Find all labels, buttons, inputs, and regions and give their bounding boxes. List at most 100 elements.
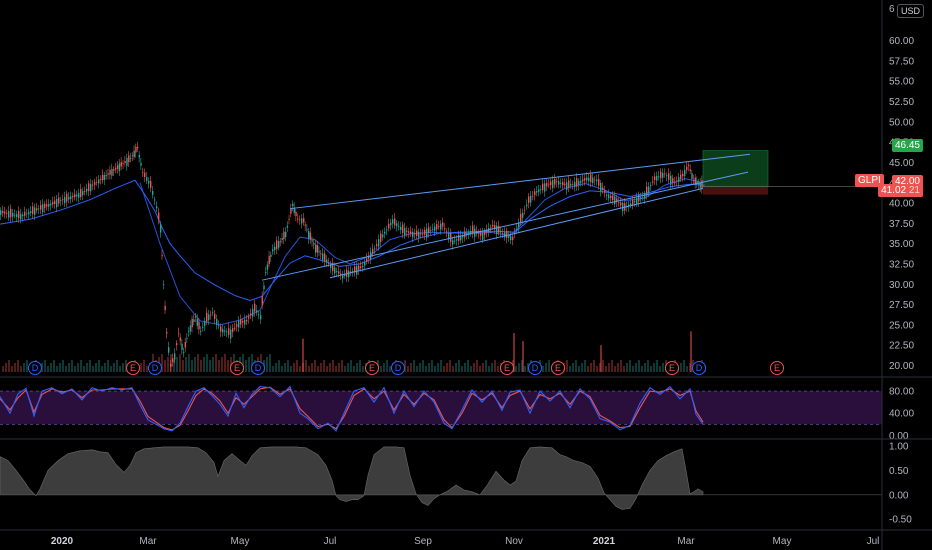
candle [564, 183, 566, 186]
dividend-marker[interactable]: D [391, 361, 405, 375]
candle [256, 310, 258, 313]
time-tick-label: May [231, 536, 250, 547]
earnings-marker[interactable]: E [551, 361, 565, 375]
marker-circle[interactable] [770, 361, 784, 375]
candle [464, 231, 466, 238]
candle [532, 195, 534, 197]
stochastic-pane[interactable] [0, 385, 882, 432]
candle [152, 190, 154, 195]
candle [594, 179, 596, 181]
volume-bar [86, 363, 88, 372]
candle [344, 274, 346, 276]
earnings-marker[interactable]: E [665, 361, 679, 375]
candle [426, 228, 428, 238]
candle [62, 199, 64, 201]
price-pane[interactable] [0, 141, 882, 372]
candle [378, 239, 380, 247]
candle [44, 203, 46, 208]
candle [430, 229, 432, 231]
candle [137, 146, 139, 149]
candle [516, 228, 518, 230]
volume-bar [275, 363, 277, 372]
dividend-marker[interactable]: D [692, 361, 706, 375]
earnings-marker[interactable]: E [770, 361, 784, 375]
candle [26, 213, 28, 215]
candle [358, 265, 360, 270]
candle [432, 228, 434, 230]
earnings-marker[interactable]: E [126, 361, 140, 375]
volume-bar [587, 366, 589, 372]
marker-circle[interactable] [391, 361, 405, 375]
earnings-marker[interactable]: E [365, 361, 379, 375]
volume-bar [212, 357, 214, 372]
candle [146, 177, 148, 182]
volume-bar [161, 354, 163, 372]
candle [496, 225, 498, 235]
marker-circle[interactable] [365, 361, 379, 375]
dividend-marker[interactable]: D [528, 361, 542, 375]
profit-zone[interactable] [702, 150, 769, 188]
marker-circle[interactable] [230, 361, 244, 375]
earnings-marker[interactable]: E [500, 361, 514, 375]
candle [350, 271, 352, 273]
dividend-marker[interactable]: D [251, 361, 265, 375]
trendline[interactable] [289, 153, 751, 210]
candle [242, 320, 244, 323]
marker-circle[interactable] [528, 361, 542, 375]
marker-circle[interactable] [551, 361, 565, 375]
marker-circle[interactable] [500, 361, 514, 375]
marker-circle[interactable] [251, 361, 265, 375]
volume-bar [296, 360, 298, 372]
currency-selector[interactable]: USD [896, 4, 924, 18]
candle [660, 171, 662, 179]
candle [98, 179, 100, 184]
marker-circle[interactable] [126, 361, 140, 375]
candle [468, 232, 470, 234]
dividend-marker[interactable]: D [28, 361, 42, 375]
volume-bar [191, 360, 193, 372]
marker-circle[interactable] [148, 361, 162, 375]
candle [148, 180, 150, 184]
candle [470, 231, 472, 233]
candle [118, 163, 121, 172]
earnings-marker[interactable]: E [230, 361, 244, 375]
candle [270, 254, 272, 257]
volume-bar [203, 357, 205, 372]
marker-circle[interactable] [665, 361, 679, 375]
trendline[interactable] [329, 187, 704, 279]
candle [652, 181, 654, 183]
volume-bar [482, 363, 484, 372]
trendline[interactable] [261, 171, 749, 281]
candle [701, 180, 703, 190]
candle [582, 179, 584, 182]
marker-letter: D [395, 363, 402, 373]
candle [480, 232, 482, 236]
volume-bar [596, 366, 598, 372]
dividend-marker[interactable]: D [148, 361, 162, 375]
loss-zone[interactable] [703, 186, 768, 195]
oscillator-pane[interactable] [0, 446, 882, 510]
volume-bar [44, 360, 46, 372]
volume-bar [143, 360, 145, 372]
volume-bar [197, 354, 199, 372]
candle [414, 233, 416, 235]
candle [616, 198, 618, 202]
time-axis[interactable]: 2020 Mar May Jul Sep Nov 2021 Mar May Jul [51, 536, 880, 547]
marker-circle[interactable] [692, 361, 706, 375]
candle [672, 178, 674, 183]
candle [109, 169, 111, 175]
candle [183, 352, 185, 354]
volume-spike [690, 331, 692, 372]
candle [218, 325, 220, 327]
ticker-tag: GLPI [855, 174, 884, 187]
marker-circle[interactable] [28, 361, 42, 375]
volume-bar [662, 363, 664, 372]
candle [54, 200, 56, 205]
candle [484, 231, 486, 235]
candle [131, 155, 134, 157]
candle [60, 200, 62, 202]
time-tick-label: 2020 [51, 536, 74, 547]
candle [68, 197, 70, 200]
